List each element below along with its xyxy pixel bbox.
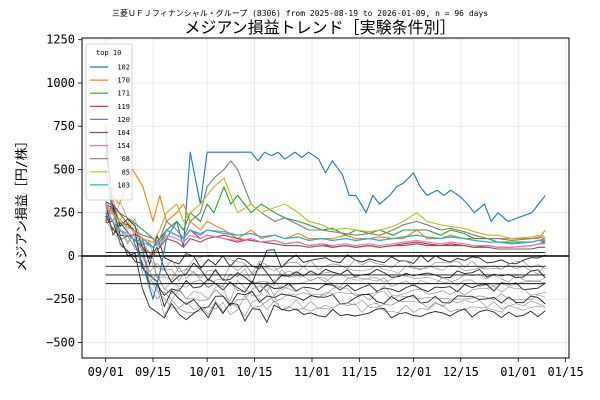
background-line [105,203,546,309]
series-line-68 [105,160,546,248]
legend-label: 85 [122,168,130,176]
x-tick-label: 01/01 [500,365,536,379]
background-lines [105,195,546,324]
x-tick-label: 09/01 [88,365,124,379]
legend-label: 68 [122,155,130,163]
series-line-85 [105,177,546,243]
y-tick-label: 1000 [46,76,75,90]
legend-label: 120 [117,116,130,124]
chart-title: メジアン損益トレンド［実験条件別］ [184,18,455,37]
x-tick-label: 10/01 [189,365,225,379]
background-line [105,210,546,316]
y-axis-label: メジアン損益［円/株］ [15,134,30,271]
legend-title: top 10 [96,49,121,57]
legend-label: 170 [117,77,130,85]
legend-label: 104 [117,129,130,137]
legend-label: 103 [117,181,130,189]
x-tick-label: 11/01 [294,365,330,379]
y-tick-label: 750 [53,119,75,133]
legend-label: 102 [117,64,130,72]
y-axis: −500 −250 0 250 500 750 1000 1250 [46,33,82,349]
x-tick-label: 12/01 [395,365,431,379]
background-line [105,201,546,293]
x-tick-label: 09/15 [135,365,171,379]
plot-frame [81,37,570,359]
y-tick-label: −250 [46,292,75,306]
plot-area [82,38,569,358]
background-line [105,220,546,296]
chart-subtitle: 三菱ＵＦＪフィナンシャル・グループ (8306) from 2025-08-19… [112,8,488,18]
series-line-104 [105,212,546,257]
series-line-154 [105,203,546,248]
x-tick-label: 11/15 [341,365,377,379]
background-line [105,201,546,284]
x-tick-label: 10/15 [236,365,272,379]
x-tick-label: 01/15 [548,365,584,379]
y-tick-label: 0 [68,249,75,263]
legend-label: 119 [117,103,130,111]
legend-box [85,43,133,201]
y-tick-label: 1250 [46,33,75,47]
background-line [105,219,546,317]
background-line [105,195,546,302]
legend-label: 154 [117,142,130,150]
x-axis: 09/01 09/15 10/01 10/15 11/01 11/15 12/01 12/15… [88,358,584,379]
series-line-102 [105,126,546,300]
y-tick-label: 500 [53,162,75,176]
background-line [105,204,546,270]
y-tick-label: 250 [53,206,75,220]
x-tick-label: 12/15 [443,365,479,379]
y-tick-label: −500 [46,335,75,349]
series-group [105,126,546,300]
background-line [105,202,546,288]
legend: top 10 102 170 171 119 120 104 154 68 85 103 [85,43,133,201]
background-line [105,212,546,281]
background-line [105,215,546,324]
background-line [105,203,546,307]
legend-label: 171 [117,90,130,98]
series-line-103 [105,212,546,248]
series-line-170 [105,152,546,240]
